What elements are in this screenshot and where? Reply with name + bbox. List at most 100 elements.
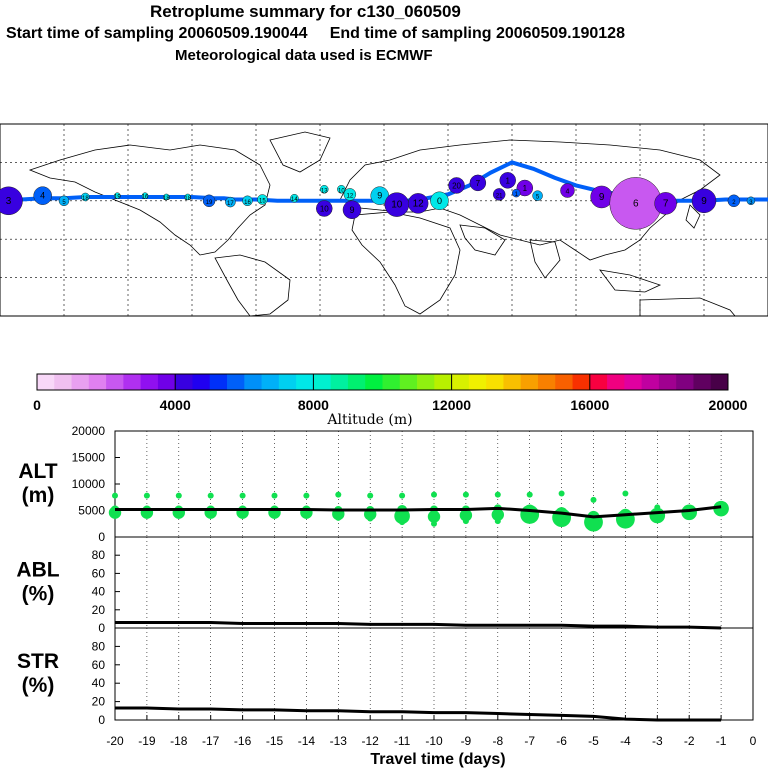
x-tick-label: -20 <box>106 734 124 748</box>
x-tick-label: -11 <box>394 734 411 748</box>
colorbar-segment <box>106 374 124 390</box>
marker-day-label: 0 <box>437 196 442 206</box>
colorbar-segment <box>244 374 262 390</box>
marker-day-label: 4 <box>40 191 45 201</box>
trajectory-marker <box>430 191 449 211</box>
trajectory-marker <box>141 192 149 199</box>
trajectory-marker <box>33 186 52 205</box>
x-tick-label: -9 <box>461 734 472 748</box>
series-line-abl <box>115 621 722 630</box>
trajectory-marker <box>0 186 23 216</box>
x-tick-label: -18 <box>170 734 188 748</box>
alt-spread-dot <box>622 490 629 497</box>
alt-spread-dot <box>239 492 246 499</box>
trajectory-marker <box>342 200 362 220</box>
coast-india <box>529 239 561 279</box>
marker-day-label: 9 <box>349 205 354 215</box>
colorbar-segment <box>192 374 211 390</box>
marker-day-label: 13 <box>321 188 328 194</box>
colorbar-segment <box>382 374 401 390</box>
colorbar-segment <box>157 374 176 390</box>
marker-day-label: 3 <box>6 196 12 207</box>
colorbar-segment <box>278 374 297 390</box>
coast-japan <box>685 204 701 229</box>
x-tick-label: -10 <box>425 734 443 748</box>
x-tick-label: -6 <box>556 734 567 748</box>
x-tick-label: -3 <box>652 734 663 748</box>
trajectory-marker <box>727 194 741 208</box>
marker-day-label: 1 <box>523 184 528 193</box>
marker-day-label: 14 <box>291 197 298 203</box>
plot-title: Retroplume summary for c130_060509 <box>150 2 461 21</box>
trajectory-marker <box>81 192 90 202</box>
y-tick-label: 60 <box>92 658 106 672</box>
trajectory-marker <box>407 193 429 214</box>
coast-africa <box>351 211 461 315</box>
trajectory-marker <box>316 200 333 217</box>
alt-spread-dot <box>271 492 278 499</box>
x-tick-label: -1 <box>716 734 727 748</box>
colorbar-segment <box>555 374 573 390</box>
colorbar-segment <box>658 374 677 390</box>
marker-day-label: 5 <box>62 200 66 206</box>
trajectory-marker <box>242 195 253 207</box>
met-data-note: Meteorological data used is ECMWF <box>175 47 433 64</box>
marker-day-label: 9 <box>599 192 605 203</box>
coast-greenland <box>269 131 331 173</box>
x-tick-label: -15 <box>266 734 284 748</box>
colorbar-segment <box>676 374 694 390</box>
altitude-colorbar: 0 4000 8000 12000 16000 20000 Altitude (m) <box>33 373 748 428</box>
colorbar-tick-label: 0 <box>33 397 41 413</box>
x-tick-label: -16 <box>234 734 252 748</box>
colorbar-segment <box>330 374 349 390</box>
trajectory-marker <box>320 185 329 194</box>
marker-day-label: 19 <box>114 195 121 201</box>
y-tick-label: 80 <box>92 639 106 653</box>
colorbar-segment <box>261 374 280 390</box>
marker-day-label: 1 <box>506 176 511 185</box>
panel-unit: (%) <box>22 674 55 697</box>
marker-day-label: 12 <box>413 198 425 209</box>
marker-day-label: 7 <box>476 179 481 188</box>
marker-day-label: 7 <box>663 198 669 209</box>
panel-frame <box>114 536 754 629</box>
marker-day-label: 18 <box>184 196 191 202</box>
coast-se-asia <box>599 269 662 293</box>
colorbar-segment <box>71 374 90 390</box>
alt-spread-dot <box>399 492 406 499</box>
colorbar-tick-label: 12000 <box>432 397 471 413</box>
colorbar-segment <box>209 374 228 390</box>
colorbar-segment <box>227 374 245 390</box>
panel-label: ALT <box>18 460 57 483</box>
alt-spread-dot <box>427 510 441 523</box>
alt-spread-dot <box>459 509 473 522</box>
y-tick-label: 0 <box>98 530 105 544</box>
colorbar-segment <box>503 374 522 390</box>
x-tick-label: -2 <box>684 734 695 748</box>
y-tick-label: 20000 <box>72 424 106 438</box>
colorbar-segment <box>365 374 383 390</box>
alt-spread-dot <box>335 491 342 498</box>
marker-day-label: 4 <box>566 189 570 196</box>
alt-spread-dot <box>462 491 469 498</box>
marker-day-label: 5 <box>536 195 540 201</box>
y-tick-label: 5000 <box>78 504 105 518</box>
panel-frame <box>114 627 754 721</box>
x-tick-label: -7 <box>524 734 535 748</box>
marker-day-label: 10 <box>391 200 403 211</box>
series-line-str <box>115 706 722 722</box>
marker-day-label: 16 <box>142 195 149 201</box>
colorbar-segment <box>589 374 608 390</box>
panel-abl: 0 20 40 60 80 ABL(%) <box>16 536 754 635</box>
colorbar-segment <box>572 374 591 390</box>
y-tick-label: 60 <box>92 566 106 580</box>
alt-spread-dot <box>143 492 150 499</box>
colorbar-segment <box>88 374 107 390</box>
panel-unit: (%) <box>22 583 55 606</box>
colorbar-tick-label: 20000 <box>709 397 748 413</box>
marker-day-label: 3 <box>749 200 753 206</box>
alt-spread-dot <box>303 492 310 499</box>
alt-spread-dot <box>207 492 214 499</box>
